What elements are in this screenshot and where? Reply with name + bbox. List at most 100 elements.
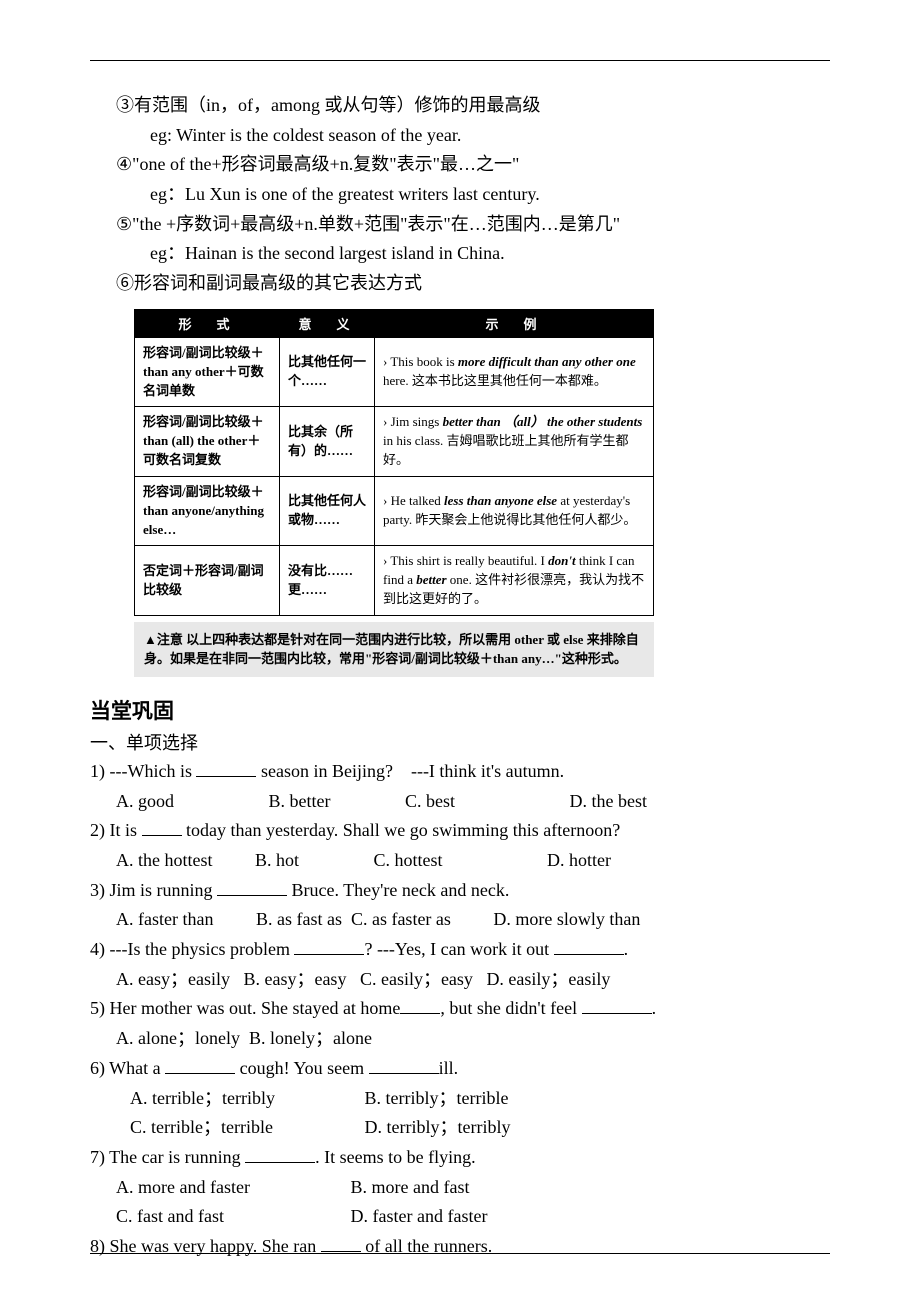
grammar-point-3: ③有范围（in，of，among 或从句等）修饰的用最高级 xyxy=(90,91,830,121)
q-text: 7) The car is running xyxy=(90,1147,245,1167)
choice: D. more slowly than xyxy=(493,905,640,935)
choice: A. faster than xyxy=(116,905,213,935)
q-text: . xyxy=(652,998,657,1018)
choice: C. fast and fast xyxy=(116,1202,346,1232)
table-cell-example: › This book is more difficult than any o… xyxy=(375,337,654,407)
choice: C. best xyxy=(405,787,455,817)
table-cell-meaning: 没有比……更…… xyxy=(280,546,375,616)
q-text: season in Beijing? xyxy=(256,761,392,781)
table-cell-example: › Jim sings better than （all） the other … xyxy=(375,407,654,477)
blank xyxy=(245,1144,315,1163)
question-5: 5) Her mother was out. She stayed at hom… xyxy=(90,994,830,1024)
table-cell-form: 形容词/副词比较级＋than anyone/anything else… xyxy=(135,476,280,546)
rules-table-wrap: 形 式 意 义 示 例 形容词/副词比较级＋than any other＋可数名… xyxy=(134,309,830,616)
table-cell-form: 否定词＋形容词/副词比较级 xyxy=(135,546,280,616)
q-text: , but she didn't feel xyxy=(440,998,581,1018)
choice: B. terribly；terrible xyxy=(365,1084,509,1114)
blank xyxy=(294,936,364,955)
example-text: This book is xyxy=(390,354,458,369)
rules-table: 形 式 意 义 示 例 形容词/副词比较级＋than any other＋可数名… xyxy=(134,309,654,616)
choice: B. better xyxy=(269,787,331,817)
example-emph: less than anyone else xyxy=(444,493,557,508)
blank xyxy=(321,1233,361,1252)
q-text: 6) What a xyxy=(90,1058,165,1078)
choices-3: A. faster than B. as fast as C. as faste… xyxy=(90,905,830,935)
choice: B. easy；easy xyxy=(243,965,346,995)
table-cell-example: › He talked less than anyone else at yes… xyxy=(375,476,654,546)
example-text: here. 这本书比这里其他任何一本都难。 xyxy=(383,373,607,388)
q-text: . It seems to be flying. xyxy=(315,1147,475,1167)
grammar-point-6: ⑥形容词和副词最高级的其它表达方式 xyxy=(90,269,830,299)
question-3: 3) Jim is running Bruce. They're neck an… xyxy=(90,876,830,906)
choices-5: A. alone；lonely B. lonely；alone xyxy=(90,1024,830,1054)
example-emph: more difficult than any other one xyxy=(458,354,636,369)
example-emph: better xyxy=(416,572,446,587)
q-text: 5) Her mother was out. She stayed at hom… xyxy=(90,998,400,1018)
choice: D. the best xyxy=(570,787,647,817)
question-1: 1) ---Which is season in Beijing? ---I t… xyxy=(90,757,830,787)
q-text: ? ---Yes, I can work it out xyxy=(364,939,553,959)
blank xyxy=(582,995,652,1014)
table-header-row: 形 式 意 义 示 例 xyxy=(135,309,654,337)
q-text: . xyxy=(624,939,629,959)
grammar-eg-5: eg：Hainan is the second largest island i… xyxy=(90,239,830,269)
question-7: 7) The car is running . It seems to be f… xyxy=(90,1143,830,1173)
blank xyxy=(142,817,182,836)
choice: C. hottest xyxy=(374,846,443,876)
table-cell-meaning: 比其他任何一个…… xyxy=(280,337,375,407)
table-cell-form: 形容词/副词比较级＋than (all) the other＋可数名词复数 xyxy=(135,407,280,477)
page: ③有范围（in，of，among 或从句等）修饰的用最高级 eg: Winter… xyxy=(0,0,920,1302)
q-text: 2) It is xyxy=(90,820,142,840)
choice: A. terrible；terribly xyxy=(130,1084,360,1114)
choice: D. faster and faster xyxy=(351,1202,488,1232)
example-text: in his class. 吉姆唱歌比班上其他所有学生都好。 xyxy=(383,433,629,467)
choices-6b: C. terrible；terrible D. terribly；terribl… xyxy=(90,1113,830,1143)
blank xyxy=(165,1055,235,1074)
example-text: This shirt is really beautiful. I xyxy=(390,553,548,568)
table-cell-form: 形容词/副词比较级＋than any other＋可数名词单数 xyxy=(135,337,280,407)
choice: C. as faster as xyxy=(351,905,451,935)
choices-7: A. more and faster B. more and fast xyxy=(90,1173,830,1203)
question-6: 6) What a cough! You seem ill. xyxy=(90,1054,830,1084)
note-text: 以上四种表达都是针对在同一范围内进行比较，所以需用 other 或 else 来… xyxy=(144,632,639,667)
choices-2: A. the hottest B. hot C. hottest D. hott… xyxy=(90,846,830,876)
table-cell-meaning: 比其余（所有）的…… xyxy=(280,407,375,477)
part-title: 一、单项选择 xyxy=(90,729,830,755)
choice: D. easily；easily xyxy=(486,965,610,995)
note-box: ▲注意 以上四种表达都是针对在同一范围内进行比较，所以需用 other 或 el… xyxy=(134,622,654,677)
q-text: Bruce. They're neck and neck. xyxy=(287,880,509,900)
grammar-point-5: ⑤"the +序数词+最高级+n.单数+范围"表示"在…范围内…是第几" xyxy=(90,210,830,240)
table-row: 形容词/副词比较级＋than anyone/anything else… 比其他… xyxy=(135,476,654,546)
example-text: He talked xyxy=(391,493,444,508)
blank xyxy=(217,877,287,896)
top-rule xyxy=(90,60,830,61)
choices-6: A. terrible；terribly B. terribly；terribl… xyxy=(90,1084,830,1114)
table-cell-meaning: 比其他任何人或物…… xyxy=(280,476,375,546)
example-emph: better than （all） the other students xyxy=(443,414,643,429)
table-header: 意 义 xyxy=(280,309,375,337)
choice: A. more and faster xyxy=(116,1173,346,1203)
table-row: 否定词＋形容词/副词比较级 没有比……更…… › This shirt is r… xyxy=(135,546,654,616)
choice: D. hotter xyxy=(547,846,611,876)
grammar-eg-4: eg：Lu Xun is one of the greatest writers… xyxy=(90,180,830,210)
choices-4: A. easy；easily B. easy；easy C. easily；ea… xyxy=(90,965,830,995)
table-header: 示 例 xyxy=(375,309,654,337)
blank xyxy=(554,936,624,955)
table-row: 形容词/副词比较级＋than any other＋可数名词单数 比其他任何一个…… xyxy=(135,337,654,407)
choice: B. as fast as xyxy=(256,905,342,935)
example-emph: don't xyxy=(548,553,575,568)
choice: A. the hottest xyxy=(116,846,213,876)
q-text: today than yesterday. Shall we go swimmi… xyxy=(182,820,621,840)
section-title: 当堂巩固 xyxy=(90,695,830,725)
choice: B. lonely；alone xyxy=(249,1024,372,1054)
q-text: cough! You seem xyxy=(235,1058,369,1078)
choice: D. terribly；terribly xyxy=(365,1113,511,1143)
choices-7b: C. fast and fast D. faster and faster xyxy=(90,1202,830,1232)
choice: B. more and fast xyxy=(351,1173,470,1203)
q-text: 3) Jim is running xyxy=(90,880,217,900)
table-cell-example: › This shirt is really beautiful. I don'… xyxy=(375,546,654,616)
question-2: 2) It is today than yesterday. Shall we … xyxy=(90,816,830,846)
q-text: 4) ---Is the physics problem xyxy=(90,939,294,959)
choices-1: A. good B. better C. best D. the best xyxy=(90,787,830,817)
q-text: 1) ---Which is xyxy=(90,761,196,781)
